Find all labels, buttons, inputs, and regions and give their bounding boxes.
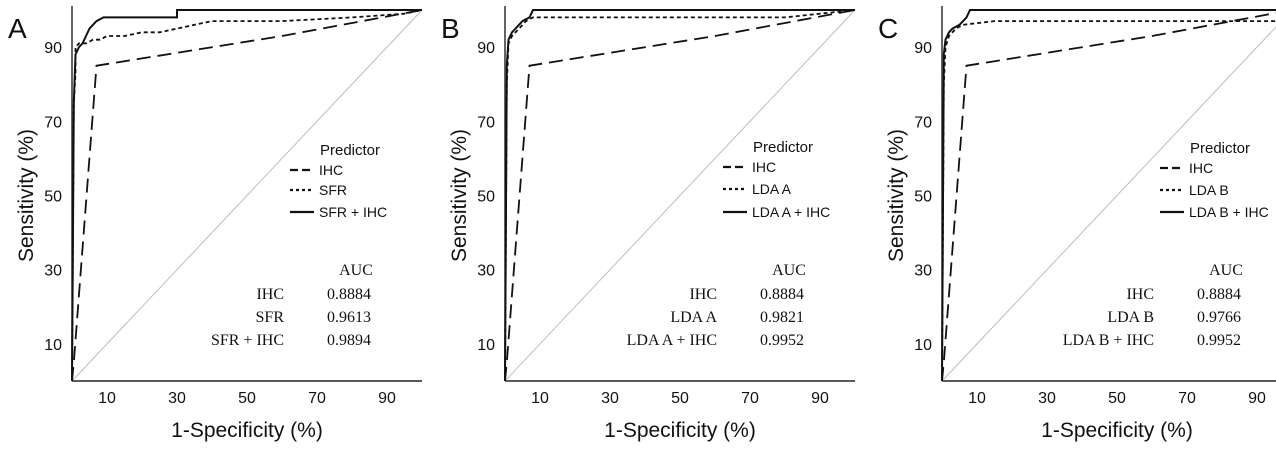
x-axis-label: 1-Specificity (%)	[171, 419, 323, 442]
auc-row-value: 0.9613	[327, 309, 371, 326]
y-tick-label: 10	[914, 337, 932, 354]
roc-curve-sfr-ihc	[71, 9, 422, 382]
y-tick-label: 30	[477, 263, 495, 280]
legend-title: Predictor	[320, 142, 380, 159]
roc-curve-sfr	[71, 9, 423, 382]
auc-header: AUC	[339, 262, 373, 279]
auc-row-label: IHC	[256, 286, 284, 303]
auc-row-label: SFR + IHC	[211, 332, 284, 349]
x-tick-label: 10	[968, 390, 986, 407]
y-tick-label: 50	[44, 189, 62, 206]
y-tick-label: 90	[477, 40, 495, 57]
roc-panel-c: C 10 30 50 70 90 10 30 50 70 90 1-Specificity (%) Se…	[870, 0, 1276, 444]
legend-entry-label: SFR	[319, 182, 347, 198]
y-tick-label: 10	[477, 337, 495, 354]
y-tick-label: 50	[477, 189, 495, 206]
reference-diagonal	[71, 9, 423, 382]
auc-row-value: 0.9952	[760, 332, 804, 349]
y-tick-label: 70	[477, 114, 495, 131]
y-axis-label: Sensitivity (%)	[15, 129, 38, 262]
panel-label: C	[878, 13, 898, 44]
x-tick-label: 70	[741, 390, 759, 407]
x-tick-label: 30	[601, 390, 619, 407]
y-tick-label: 70	[914, 114, 932, 131]
y-tick-label: 90	[44, 40, 62, 57]
roc-chart-svg: B 10 30 50 70 90 10 30 50 70 90 1-Specificity (%) Se…	[441, 6, 856, 442]
roc-panel-b: B 10 30 50 70 90 10 30 50 70 90 1-Specificity (%) Se…	[433, 0, 858, 444]
legend-title: Predictor	[753, 139, 813, 156]
x-tick-label: 50	[238, 390, 256, 407]
auc-row-label: IHC	[1126, 286, 1154, 303]
roc-curve-ihc	[504, 9, 856, 382]
legend-title: Predictor	[1190, 140, 1250, 157]
roc-chart-svg: A 10 30 50 70 90 10 30 50 70 90 1-Specificity (%) Se…	[8, 6, 423, 442]
legend-entry-label: LDA B	[1189, 182, 1229, 198]
roc-panel-a: A 10 30 50 70 90 10 30 50 70 90 1-Specificity (%) Se…	[0, 0, 425, 444]
roc-chart-svg: C 10 30 50 70 90 10 30 50 70 90 1-Specificity (%) Se…	[878, 6, 1276, 442]
y-tick-label: 90	[914, 40, 932, 57]
x-axis-label: 1-Specificity (%)	[1041, 419, 1193, 442]
reference-diagonal	[504, 9, 856, 382]
legend-entry-label: IHC	[319, 162, 343, 178]
x-tick-label: 10	[531, 390, 549, 407]
roc-curve-ihc	[941, 12, 1276, 382]
auc-row-label: LDA A + IHC	[627, 332, 717, 349]
legend-entry-label: SFR + IHC	[319, 204, 387, 220]
y-tick-label: 50	[914, 189, 932, 206]
auc-row-value: 0.8884	[327, 286, 371, 303]
x-tick-label: 90	[811, 390, 829, 407]
auc-row-label: LDA A	[670, 309, 717, 326]
y-axis-label: Sensitivity (%)	[885, 129, 908, 262]
legend-entry-label: LDA A + IHC	[752, 204, 830, 220]
panel-label: A	[8, 13, 27, 44]
auc-row-value: 0.9894	[327, 332, 371, 349]
x-tick-label: 50	[671, 390, 689, 407]
y-tick-label: 30	[914, 263, 932, 280]
x-tick-label: 70	[1178, 390, 1196, 407]
auc-row-value: 0.9766	[1197, 309, 1241, 326]
x-tick-label: 90	[1248, 390, 1266, 407]
x-tick-label: 30	[1038, 390, 1056, 407]
legend-entry-label: LDA B + IHC	[1189, 204, 1269, 220]
auc-row-label: LDA B	[1107, 309, 1154, 326]
x-axis-label: 1-Specificity (%)	[604, 419, 756, 442]
auc-row-value: 0.9821	[760, 309, 804, 326]
roc-curve-lda-b-ihc	[941, 9, 1276, 382]
auc-row-label: IHC	[689, 286, 717, 303]
auc-row-label: SFR	[256, 309, 285, 326]
y-tick-label: 70	[44, 114, 62, 131]
x-tick-label: 30	[168, 390, 186, 407]
reference-diagonal	[941, 26, 1276, 382]
legend-entry-label: IHC	[1189, 160, 1213, 176]
roc-curve-ihc	[71, 9, 423, 382]
y-axis-label: Sensitivity (%)	[448, 129, 471, 262]
x-tick-label: 50	[1108, 390, 1126, 407]
auc-row-value: 0.8884	[1197, 286, 1241, 303]
auc-header: AUC	[772, 262, 806, 279]
legend-entry-label: LDA A	[752, 181, 792, 197]
auc-header: AUC	[1209, 262, 1243, 279]
x-tick-label: 10	[98, 390, 116, 407]
roc-curve-lda-a-ihc	[504, 9, 855, 382]
x-tick-label: 70	[308, 390, 326, 407]
auc-row-value: 0.9952	[1197, 332, 1241, 349]
x-tick-label: 90	[378, 390, 396, 407]
y-tick-label: 30	[44, 263, 62, 280]
auc-row-value: 0.8884	[760, 286, 804, 303]
auc-row-label: LDA B + IHC	[1063, 332, 1154, 349]
panel-label: B	[441, 13, 460, 44]
legend-entry-label: IHC	[752, 159, 776, 175]
y-tick-label: 10	[44, 337, 62, 354]
